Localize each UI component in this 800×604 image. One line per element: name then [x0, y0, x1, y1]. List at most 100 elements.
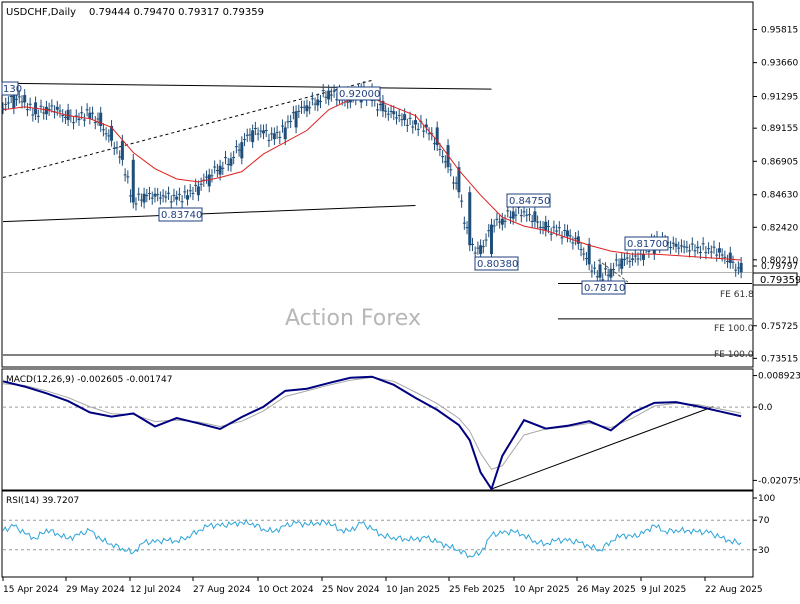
y-tick-label: 0.86905: [761, 157, 798, 167]
candle-body: [544, 221, 548, 231]
x-tick-label: 12 Jul 2024: [130, 585, 181, 595]
candle-body: [131, 159, 135, 203]
candle-body: [533, 211, 537, 222]
candle-body: [511, 211, 515, 219]
candle-body: [229, 158, 233, 166]
candle-body: [598, 264, 602, 278]
candle-body: [305, 105, 309, 112]
macd-trend-line: [491, 406, 714, 490]
candle-body: [23, 95, 27, 103]
candle-body: [88, 112, 92, 119]
current-price-tag: 0.79359: [752, 272, 800, 286]
candle-body: [272, 133, 276, 140]
y-tick-label: 0.84630: [761, 191, 798, 201]
x-tick-label: 9 Jul 2025: [641, 585, 686, 595]
candle-body: [565, 230, 569, 237]
svg-text:0.84750: 0.84750: [509, 196, 550, 207]
candle-body: [576, 236, 580, 244]
annotation-low1: 0.83740: [158, 207, 203, 222]
candle-body: [620, 258, 624, 269]
svg-text:0.80380: 0.80380: [477, 259, 518, 270]
svg-text:0.79359: 0.79359: [760, 275, 800, 286]
y-tick-label: 0.80210: [761, 256, 798, 266]
candle-body: [424, 124, 428, 128]
macd-title: MACD(12,26,9) -0.002605 -0.001747: [6, 375, 172, 385]
x-tick-label: 22 Aug 2025: [705, 585, 763, 595]
candle-body: [66, 109, 70, 121]
macd-y-axis: 0.008923 0.0 -0.020759: [753, 372, 800, 486]
watermark: Action Forex: [285, 306, 421, 331]
candle-body: [164, 196, 168, 198]
candle-body: [120, 140, 124, 160]
candles: [1, 81, 743, 287]
annotation-top-left: 130: [1, 81, 22, 96]
candle-body: [294, 111, 298, 128]
candle-body: [44, 106, 48, 115]
x-tick-label: 25 Nov 2024: [322, 585, 380, 595]
candle-body: [218, 165, 222, 175]
candle-body: [186, 195, 190, 200]
candle-body: [77, 118, 81, 121]
annotation-low3: 0.78710: [581, 280, 626, 295]
y-tick-label: 0.93660: [761, 59, 798, 69]
chart-ohlc: 0.79444 0.79470 0.79317 0.79359: [89, 7, 264, 18]
candle-body: [489, 224, 493, 255]
candle-body: [240, 142, 244, 159]
svg-text:0.92000: 0.92000: [339, 89, 380, 100]
chart-symbol: USDCHF,Daily: [6, 7, 76, 18]
candle-body: [739, 262, 743, 273]
y-tick-label: 0.75725: [761, 322, 798, 332]
candle-body: [631, 258, 635, 260]
fe-label-1: FE 61.8: [720, 290, 754, 300]
trend-line: [2, 204, 416, 223]
x-tick-label: 25 Feb 2025: [449, 585, 505, 595]
candle-body: [327, 90, 331, 100]
candle-body: [717, 248, 721, 253]
macd-y-tick-label: 0.008923: [758, 372, 800, 382]
macd-main-line: [2, 375, 742, 492]
fe-label-2: FE 100.0: [714, 324, 754, 334]
x-tick-label: 10 Oct 2024: [258, 585, 314, 595]
x-tick-label: 26 May 2025: [577, 585, 636, 595]
main-y-axis: 0.95815 0.93660 0.91295 0.89155 0.86905 0.846…: [753, 26, 798, 364]
candle-body: [587, 243, 591, 265]
annotation-mid: 0.84750: [506, 193, 551, 208]
candle-body: [381, 100, 385, 112]
candle-body: [674, 243, 678, 247]
candle-body: [142, 193, 146, 203]
y-tick-label: 0.95815: [761, 26, 798, 36]
x-tick-label: 10 Jan 2025: [386, 585, 440, 595]
dashed-connector: [597, 259, 629, 283]
candle-body: [207, 174, 211, 187]
macd-y-tick-label: -0.020759: [758, 476, 800, 486]
macd-signal-line: [2, 376, 742, 470]
annotation-high: 0.92000: [336, 86, 381, 101]
candle-body: [479, 245, 483, 255]
candle-body: [1, 108, 5, 110]
y-tick-label: 0.73515: [761, 354, 798, 364]
macd-trend: [491, 406, 714, 490]
trend-lines: [2, 79, 492, 223]
candle-body: [316, 99, 320, 106]
x-tick-label: 10 Apr 2025: [514, 585, 570, 595]
y-tick-label: 0.89155: [761, 124, 798, 134]
candle-body: [468, 192, 472, 246]
fe-label-3: FE 100.0: [714, 350, 754, 360]
macd-pane-frame: [1, 368, 754, 491]
candle-body: [685, 246, 689, 248]
x-tick-label: 15 Apr 2024: [3, 585, 59, 595]
candle-body: [413, 120, 417, 125]
candle-body: [283, 127, 287, 140]
macd-y-tick-label: 0.0: [758, 403, 773, 413]
candle-body: [392, 111, 396, 115]
candle-body: [175, 196, 179, 200]
svg-text:0.78710: 0.78710: [584, 283, 625, 294]
rsi-y-tick-label: 70: [758, 516, 770, 526]
candle-body: [403, 114, 407, 121]
candle-body: [153, 193, 157, 197]
y-tick-label: 0.91295: [761, 93, 798, 103]
rsi-y-axis: 100 70 30: [753, 494, 775, 556]
candle-body: [522, 211, 526, 213]
svg-text:0.83740: 0.83740: [161, 210, 202, 221]
